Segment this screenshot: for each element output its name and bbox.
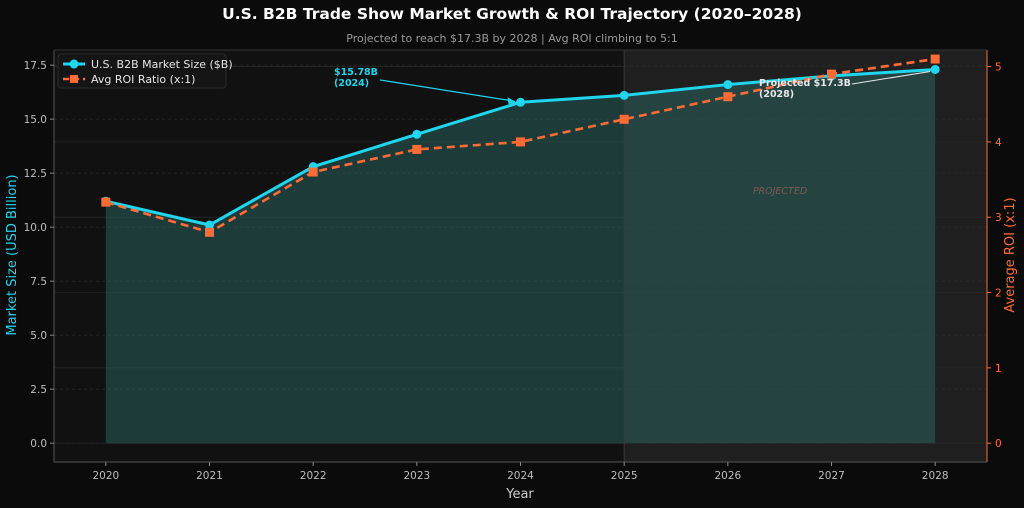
roi-ratio-point bbox=[619, 114, 629, 124]
x-tick-label: 2022 bbox=[300, 470, 327, 482]
roi-ratio-point bbox=[205, 227, 214, 237]
market-size-point bbox=[412, 129, 422, 139]
legend-roi-label: Avg ROI Ratio (x:1) bbox=[91, 73, 195, 86]
y-right-tick-label: 3 bbox=[995, 212, 1002, 224]
y-left-tick-label: 5.0 bbox=[30, 330, 47, 342]
x-tick-label: 2025 bbox=[611, 470, 638, 482]
x-axis-label: Year bbox=[505, 487, 534, 502]
annotation-2024-arrow-line bbox=[379, 79, 515, 102]
y-right-tick-label: 0 bbox=[995, 438, 1002, 450]
legend-box bbox=[57, 53, 227, 89]
roi-ratio-point bbox=[516, 137, 525, 147]
market-size-point bbox=[205, 220, 214, 230]
x-tick-label: 2021 bbox=[196, 470, 223, 482]
chart-subtitle: Projected to reach $17.3B by 2028 | Avg … bbox=[346, 32, 677, 45]
roi-ratio-point bbox=[723, 92, 733, 102]
legend-market-marker bbox=[69, 59, 79, 69]
roi-ratio-point bbox=[412, 144, 422, 154]
plot-area: 2020 2021 2022 2023 2024 2025 2026 2027 2028 0.0 2… bbox=[24, 49, 1002, 482]
x-tick-label: 2023 bbox=[403, 470, 430, 482]
roi-ratio-point bbox=[308, 167, 318, 177]
x-tick-label: 2024 bbox=[507, 470, 534, 482]
legend-roi-marker bbox=[70, 75, 78, 83]
market-size-point bbox=[516, 97, 525, 107]
x-tick-label: 2028 bbox=[922, 470, 949, 482]
y-left-tick-label: 7.5 bbox=[30, 276, 47, 288]
annotation-2024-year: (2024) bbox=[334, 78, 369, 89]
y-right-tick-label: 2 bbox=[995, 288, 1002, 300]
y-right-tick-label: 5 bbox=[995, 62, 1002, 74]
projected-region-label: PROJECTED bbox=[753, 186, 807, 197]
y-left-tick-label: 0.0 bbox=[30, 438, 47, 450]
x-tick-label: 2027 bbox=[818, 470, 845, 482]
y-right-tick-label: 4 bbox=[995, 137, 1002, 149]
chart-title: U.S. B2B Trade Show Market Growth & ROI … bbox=[222, 5, 802, 23]
roi-ratio-point bbox=[101, 197, 111, 207]
y-left-tick-label: 2.5 bbox=[30, 384, 47, 396]
market-area-fill bbox=[105, 69, 936, 444]
y-axis-right-label: Average ROI (x:1) bbox=[1003, 197, 1018, 312]
y-right-tick-label: 1 bbox=[995, 363, 1002, 375]
market-size-point bbox=[930, 64, 940, 74]
annotation-2028-value: Projected $17.3B bbox=[759, 78, 851, 89]
legend-market-label: U.S. B2B Market Size ($B) bbox=[91, 58, 233, 71]
projected-region-band bbox=[624, 50, 987, 462]
x-tick-label: 2026 bbox=[714, 470, 741, 482]
annotation-2028-year: (2028) bbox=[759, 89, 794, 100]
annotation-2024-value: $15.78B bbox=[334, 67, 378, 78]
y-left-tick-label: 12.5 bbox=[24, 168, 47, 180]
roi-ratio-point bbox=[930, 54, 940, 64]
y-left-tick-label: 10.0 bbox=[24, 222, 47, 234]
roi-ratio-point bbox=[827, 69, 836, 79]
y-left-tick-label: 15.0 bbox=[24, 114, 47, 126]
y-left-tick-label: 17.5 bbox=[24, 60, 47, 72]
market-size-point bbox=[723, 80, 733, 90]
roi-ratio-line bbox=[105, 57, 936, 234]
annotation-2028-arrow-line bbox=[851, 70, 931, 85]
y-axis-left-label: Market Size (USD Billion) bbox=[5, 174, 20, 335]
x-tick-label: 2020 bbox=[92, 470, 119, 482]
market-size-point bbox=[619, 90, 629, 100]
annotation-2024-arrowhead bbox=[507, 97, 517, 105]
